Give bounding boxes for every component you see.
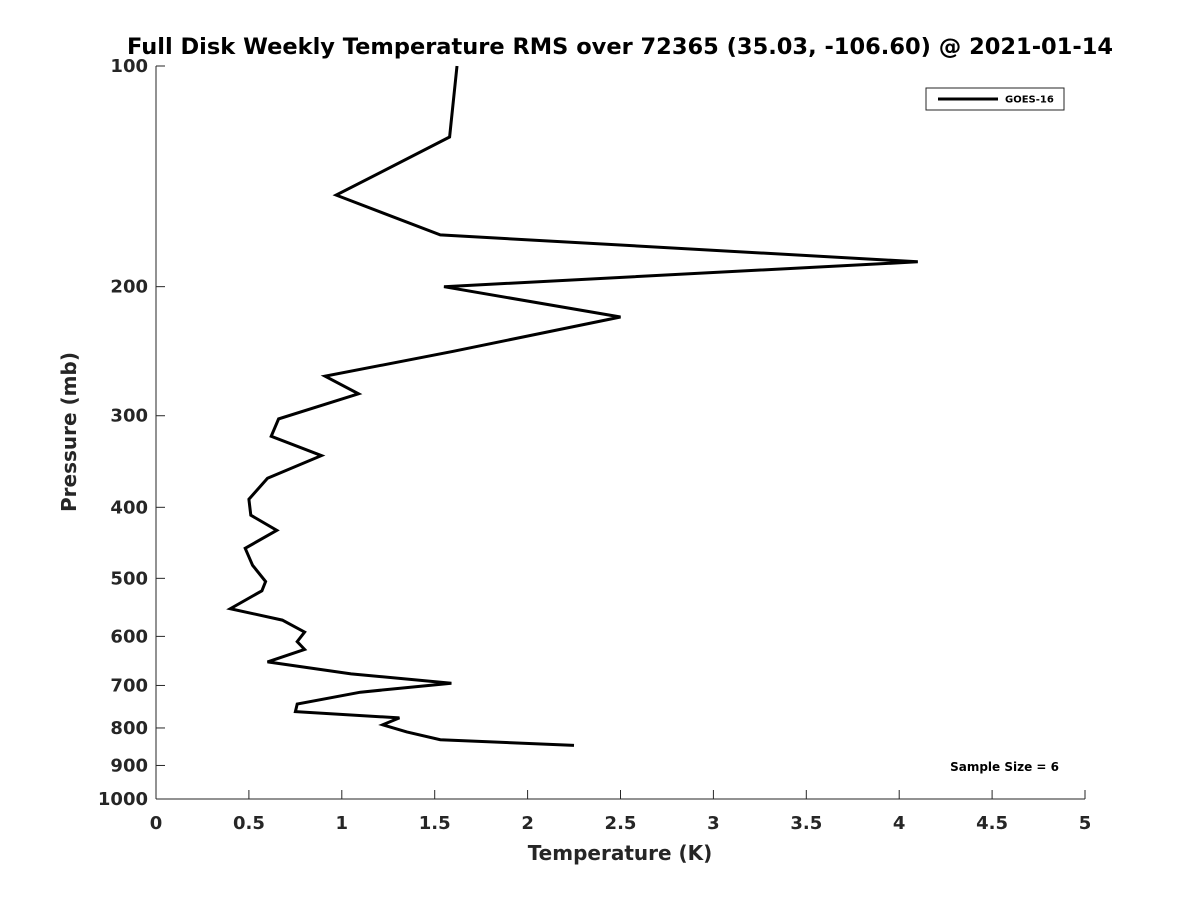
x-tick-label: 1 <box>336 813 349 834</box>
y-tick-label: 500 <box>110 568 148 589</box>
y-tick-label: 1000 <box>98 789 148 810</box>
x-tick-label: 5 <box>1079 813 1092 834</box>
x-tick-label: 2.5 <box>605 813 637 834</box>
axes: 0 0.5 1 1.5 2 2.5 3 3.5 4 4.5 5 100 200 300 400 500 600 7… <box>98 56 1091 834</box>
x-axis-label: Temperature (K) <box>528 841 713 865</box>
y-tick-label: 100 <box>110 56 148 77</box>
x-tick-label: 1.5 <box>419 813 451 834</box>
y-tick-label: 800 <box>110 718 148 739</box>
series-layer <box>226 65 918 747</box>
plot-area <box>156 66 1085 799</box>
x-tick-label: 4.5 <box>976 813 1008 834</box>
legend: GOES-16 <box>925 87 1065 111</box>
y-tick-label: 700 <box>110 675 148 696</box>
y-tick-label: 400 <box>110 497 148 518</box>
x-tick-label: 2 <box>521 813 534 834</box>
y-tick-label: 600 <box>110 626 148 647</box>
x-tick-label: 0 <box>150 813 163 834</box>
y-tick-label: 900 <box>110 755 148 776</box>
x-tick-label: 3.5 <box>790 813 822 834</box>
chart-title: Full Disk Weekly Temperature RMS over 72… <box>127 34 1113 60</box>
y-tick-label: 300 <box>110 406 148 427</box>
x-tick-label: 3 <box>707 813 720 834</box>
y-tick-label: 200 <box>110 277 148 298</box>
legend-entry-label: GOES-16 <box>1005 95 1054 106</box>
y-axis-label: Pressure (mb) <box>57 352 81 512</box>
series-line-goes-16 <box>226 65 918 747</box>
x-tick-label: 4 <box>893 813 906 834</box>
sample-size-annotation: Sample Size = 6 <box>950 760 1059 774</box>
x-tick-label: 0.5 <box>233 813 265 834</box>
